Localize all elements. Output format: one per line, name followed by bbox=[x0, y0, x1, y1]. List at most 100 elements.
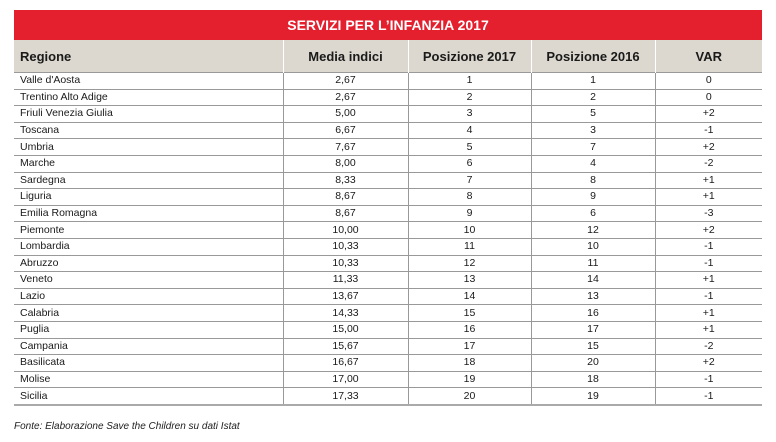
cell-posizione-2017: 15 bbox=[407, 304, 531, 322]
cell-var: -2 bbox=[654, 337, 762, 355]
cell-posizione-2017: 6 bbox=[407, 154, 531, 173]
cell-posizione-2017: 4 bbox=[407, 121, 531, 139]
cell-regione: Sicilia bbox=[14, 387, 283, 406]
cell-var: +1 bbox=[654, 188, 762, 206]
cell-posizione-2017: 14 bbox=[407, 287, 531, 305]
cell-var: -3 bbox=[654, 204, 762, 222]
cell-posizione-2016: 2 bbox=[530, 88, 655, 106]
table-row: Campania 15,67 17 15 -2 bbox=[14, 337, 762, 355]
cell-var: 0 bbox=[654, 88, 762, 106]
table-row: Piemonte 10,00 10 12 +2 bbox=[14, 221, 762, 239]
cell-posizione-2017: 5 bbox=[407, 138, 531, 156]
cell-var: -1 bbox=[654, 121, 762, 139]
cell-var: +1 bbox=[654, 271, 762, 289]
cell-var: +1 bbox=[654, 304, 762, 322]
cell-posizione-2017: 2 bbox=[407, 88, 531, 106]
cell-posizione-2016: 15 bbox=[530, 337, 655, 355]
cell-posizione-2016: 19 bbox=[530, 387, 655, 406]
table-container: SERVIZI PER L’INFANZIA 2017 Regione Medi… bbox=[14, 10, 762, 406]
table-row: Marche 8,00 6 4 -2 bbox=[14, 154, 762, 173]
cell-posizione-2017: 7 bbox=[407, 171, 531, 189]
cell-posizione-2016: 3 bbox=[530, 121, 655, 139]
table-row: Lazio 13,67 14 13 -1 bbox=[14, 287, 762, 305]
cell-regione: Lombardia bbox=[14, 237, 283, 256]
cell-posizione-2016: 4 bbox=[530, 154, 655, 173]
cell-regione: Lazio bbox=[14, 287, 283, 305]
table-row: Valle d'Aosta 2,67 1 1 0 bbox=[14, 72, 762, 90]
table-row: Trentino Alto Adige 2,67 2 2 0 bbox=[14, 88, 762, 106]
cell-posizione-2016: 10 bbox=[530, 237, 655, 256]
table-row: Basilicata 16,67 18 20 +2 bbox=[14, 354, 762, 372]
table-row: Sardegna 8,33 7 8 +1 bbox=[14, 171, 762, 189]
cell-var: -1 bbox=[654, 237, 762, 256]
header-posizione-2017: Posizione 2017 bbox=[407, 40, 531, 73]
cell-var: -1 bbox=[654, 370, 762, 388]
cell-media-indici: 10,33 bbox=[282, 254, 408, 272]
cell-var: -1 bbox=[654, 387, 762, 406]
cell-posizione-2017: 18 bbox=[407, 354, 531, 372]
cell-var: -2 bbox=[654, 154, 762, 173]
table-row: Friuli Venezia Giulia 5,00 3 5 +2 bbox=[14, 105, 762, 123]
cell-media-indici: 8,67 bbox=[282, 204, 408, 222]
table-row: Abruzzo 10,33 12 11 -1 bbox=[14, 254, 762, 272]
cell-media-indici: 2,67 bbox=[282, 88, 408, 106]
cell-regione: Emilia Romagna bbox=[14, 204, 283, 222]
cell-regione: Liguria bbox=[14, 188, 283, 206]
cell-media-indici: 16,67 bbox=[282, 354, 408, 372]
cell-media-indici: 13,67 bbox=[282, 287, 408, 305]
cell-posizione-2017: 20 bbox=[407, 387, 531, 406]
cell-var: +2 bbox=[654, 138, 762, 156]
cell-regione: Calabria bbox=[14, 304, 283, 322]
cell-posizione-2016: 13 bbox=[530, 287, 655, 305]
cell-media-indici: 17,00 bbox=[282, 370, 408, 388]
cell-posizione-2017: 19 bbox=[407, 370, 531, 388]
source-note: Fonte: Elaborazione Save the Children su… bbox=[14, 421, 240, 432]
cell-media-indici: 14,33 bbox=[282, 304, 408, 322]
ranking-table: Regione Media indici Posizione 2017 Posi… bbox=[14, 40, 762, 406]
cell-media-indici: 8,33 bbox=[282, 171, 408, 189]
cell-media-indici: 10,00 bbox=[282, 221, 408, 239]
cell-var: +1 bbox=[654, 171, 762, 189]
cell-regione: Valle d'Aosta bbox=[14, 72, 283, 90]
table-row: Calabria 14,33 15 16 +1 bbox=[14, 304, 762, 322]
cell-posizione-2017: 3 bbox=[407, 105, 531, 123]
table-row: Puglia 15,00 16 17 +1 bbox=[14, 320, 762, 338]
cell-regione: Marche bbox=[14, 154, 283, 173]
table-body: Valle d'Aosta 2,67 1 1 0 Trentino Alto Adige 2… bbox=[14, 72, 762, 406]
cell-media-indici: 5,00 bbox=[282, 105, 408, 123]
cell-posizione-2016: 6 bbox=[530, 204, 655, 222]
cell-posizione-2017: 10 bbox=[407, 221, 531, 239]
header-row: Regione Media indici Posizione 2017 Posi… bbox=[14, 40, 762, 73]
cell-regione: Trentino Alto Adige bbox=[14, 88, 283, 106]
cell-posizione-2017: 1 bbox=[407, 72, 531, 90]
cell-posizione-2016: 12 bbox=[530, 221, 655, 239]
cell-regione: Sardegna bbox=[14, 171, 283, 189]
table-title: SERVIZI PER L’INFANZIA 2017 bbox=[14, 10, 762, 40]
cell-regione: Molise bbox=[14, 370, 283, 388]
cell-media-indici: 8,00 bbox=[282, 154, 408, 173]
cell-regione: Veneto bbox=[14, 271, 283, 289]
cell-posizione-2016: 18 bbox=[530, 370, 655, 388]
table-row: Molise 17,00 19 18 -1 bbox=[14, 370, 762, 388]
cell-regione: Campania bbox=[14, 337, 283, 355]
cell-regione: Basilicata bbox=[14, 354, 283, 372]
table-row: Toscana 6,67 4 3 -1 bbox=[14, 121, 762, 139]
table-row: Sicilia 17,33 20 19 -1 bbox=[14, 387, 762, 406]
header-media-indici: Media indici bbox=[282, 40, 408, 73]
cell-posizione-2016: 17 bbox=[530, 320, 655, 338]
cell-regione: Abruzzo bbox=[14, 254, 283, 272]
cell-var: -1 bbox=[654, 254, 762, 272]
cell-media-indici: 15,67 bbox=[282, 337, 408, 355]
cell-posizione-2016: 5 bbox=[530, 105, 655, 123]
cell-posizione-2017: 11 bbox=[407, 237, 531, 256]
table-row: Umbria 7,67 5 7 +2 bbox=[14, 138, 762, 156]
cell-posizione-2017: 8 bbox=[407, 188, 531, 206]
header-regione: Regione bbox=[14, 40, 283, 73]
cell-regione: Toscana bbox=[14, 121, 283, 139]
cell-media-indici: 17,33 bbox=[282, 387, 408, 406]
cell-regione: Piemonte bbox=[14, 221, 283, 239]
cell-regione: Umbria bbox=[14, 138, 283, 156]
cell-media-indici: 10,33 bbox=[282, 237, 408, 256]
table-row: Veneto 11,33 13 14 +1 bbox=[14, 271, 762, 289]
table-row: Emilia Romagna 8,67 9 6 -3 bbox=[14, 204, 762, 222]
